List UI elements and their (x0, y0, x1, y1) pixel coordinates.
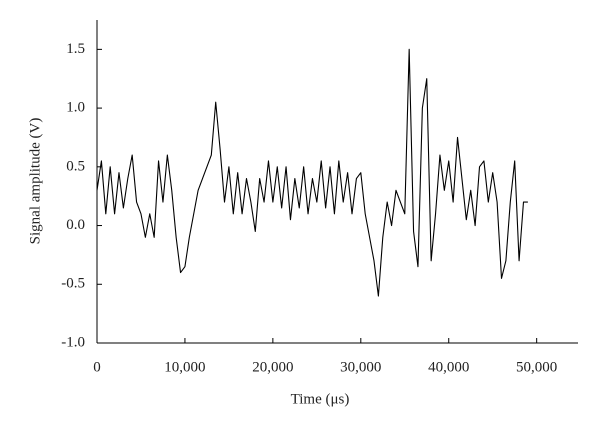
y-tick-label: 0.5 (66, 158, 85, 174)
y-tick-label: -0.5 (61, 276, 85, 292)
x-tick-label: 10,000 (164, 359, 205, 375)
x-axis-label: Time (μs) (291, 391, 350, 407)
x-tick-label: 40,000 (428, 359, 469, 375)
y-tick-label: 1.0 (66, 100, 85, 116)
x-tick-label: 20,000 (252, 359, 293, 375)
x-tick-label: 50,000 (516, 359, 557, 375)
signal-line (96, 48, 528, 297)
y-tick-label: 0.0 (66, 217, 85, 233)
y-tick-label: -1.0 (61, 334, 85, 350)
x-tick-label: 30,000 (340, 359, 381, 375)
y-tick-label: 1.5 (66, 41, 85, 57)
x-tick-label: 0 (93, 359, 101, 375)
y-axis-label: Signal amplitude (V) (27, 118, 43, 245)
